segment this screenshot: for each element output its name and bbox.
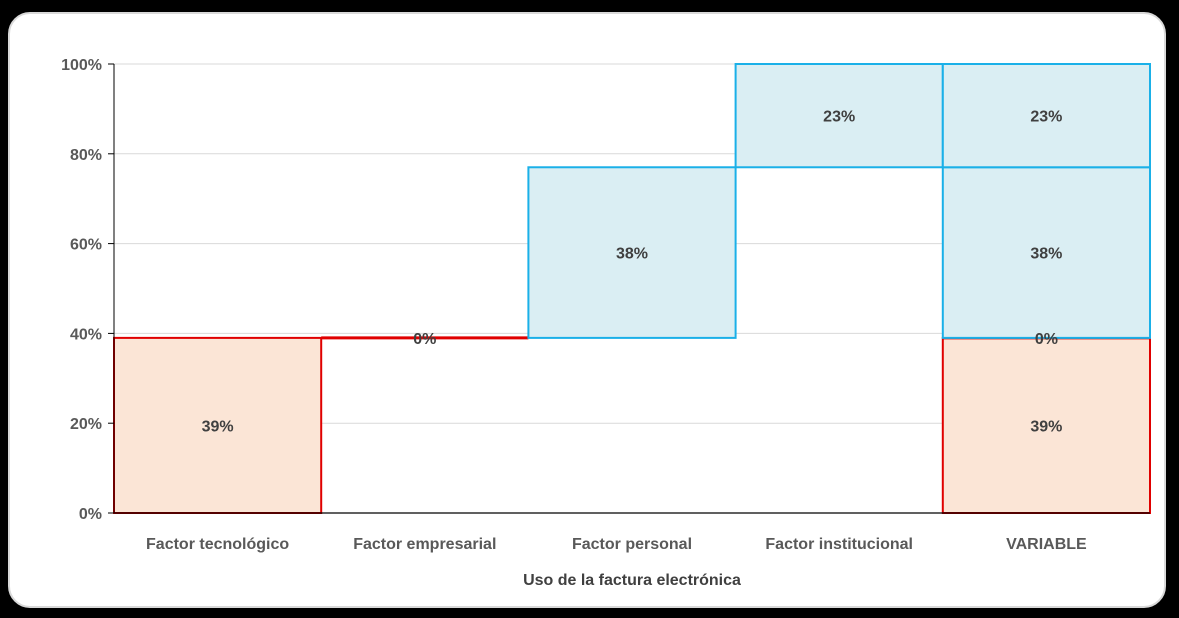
y-tick-label: 60%: [70, 237, 102, 254]
chart-card: 0% 20% 40% 60% 80% 100% Factor tecnológico Fac…: [8, 12, 1166, 608]
data-label: 38%: [616, 246, 648, 263]
bars: [113, 63, 1151, 515]
x-category-label: Factor tecnológico: [146, 536, 289, 553]
data-label: 23%: [823, 109, 855, 126]
data-label: 23%: [1030, 109, 1062, 126]
bar-segment: [941, 63, 1151, 169]
data-label: 0%: [1035, 331, 1058, 348]
y-tick-label: 80%: [70, 147, 102, 164]
y-tick-label: 40%: [70, 326, 102, 343]
axes: [108, 63, 1150, 514]
x-category-label: Factor empresarial: [353, 536, 496, 553]
data-label: 39%: [202, 418, 234, 435]
y-tick-label: 100%: [61, 57, 102, 74]
data-label: 39%: [1030, 418, 1062, 435]
x-category-label: VARIABLE: [1006, 536, 1087, 553]
bar-segment: [113, 336, 323, 515]
data-label: 38%: [1030, 246, 1062, 263]
bar-segment: [941, 166, 1151, 339]
x-category-label: Factor personal: [572, 536, 692, 553]
y-tick-label: 0%: [79, 506, 102, 523]
x-category-labels: Factor tecnológico Factor empresarial Fact…: [146, 536, 1087, 553]
x-category-label: Factor institucional: [765, 536, 913, 553]
y-tick-label: 20%: [70, 416, 102, 433]
y-tick-labels: 0% 20% 40% 60% 80% 100%: [61, 57, 102, 523]
bar-segment: [527, 166, 737, 339]
waterfall-chart: 0%20%40%60%80%100% Factor tecnológico Fac…: [61, 57, 1151, 589]
data-labels: 39% 0% 38% 23% 39% 0% 38% 23%: [202, 109, 1063, 436]
x-axis-title: Uso de la factura electrónica: [523, 572, 741, 589]
data-label: 0%: [413, 331, 436, 348]
